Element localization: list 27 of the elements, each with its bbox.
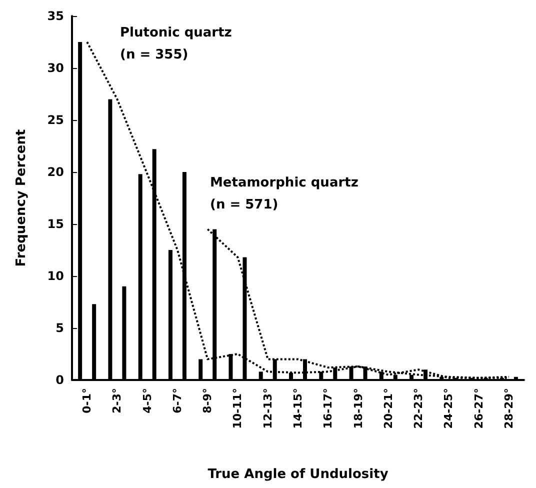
x-tick-label: 28-29° (502, 388, 516, 429)
x-tick-label: 20-21° (382, 388, 395, 429)
y-tick-label: 0 (56, 373, 64, 387)
x-tick-label: 18-19° (352, 388, 365, 429)
x-tick-label: 6-7° (170, 388, 184, 414)
x-tick-label: 0-1° (80, 388, 94, 414)
x-tick-label: 16-17° (322, 388, 335, 429)
x-tick-label: 12-13° (261, 388, 274, 429)
annotation: Plutonic quartz (n = 355) (120, 26, 232, 62)
x-axis-title: True Angle of Undulosity (208, 467, 389, 482)
x-tick-label: 22-23° (412, 388, 426, 429)
y-tick-label: 30 (47, 61, 64, 75)
y-tick-label: 10 (47, 269, 64, 283)
x-tick-label: 10-11° (231, 388, 244, 429)
y-tick-label: 25 (47, 113, 64, 127)
y-tick-label: 15 (47, 217, 64, 231)
y-tick-label: 5 (56, 321, 64, 335)
y-tick-label: 20 (47, 165, 64, 179)
x-tick-label: 8-9° (201, 388, 214, 414)
x-tick-label: 2-3° (110, 388, 124, 414)
annotation: Metamorphic quartz (n = 571) (210, 176, 358, 212)
x-tick-label: 4-5° (140, 388, 154, 414)
x-tick-label: 14-15° (292, 388, 304, 429)
y-tick-label: 35 (47, 9, 64, 23)
y-axis-title: Frequency Percent (14, 129, 29, 267)
x-tick-label: 24-25° (442, 388, 456, 429)
x-tick-label: 26-27° (472, 388, 486, 429)
